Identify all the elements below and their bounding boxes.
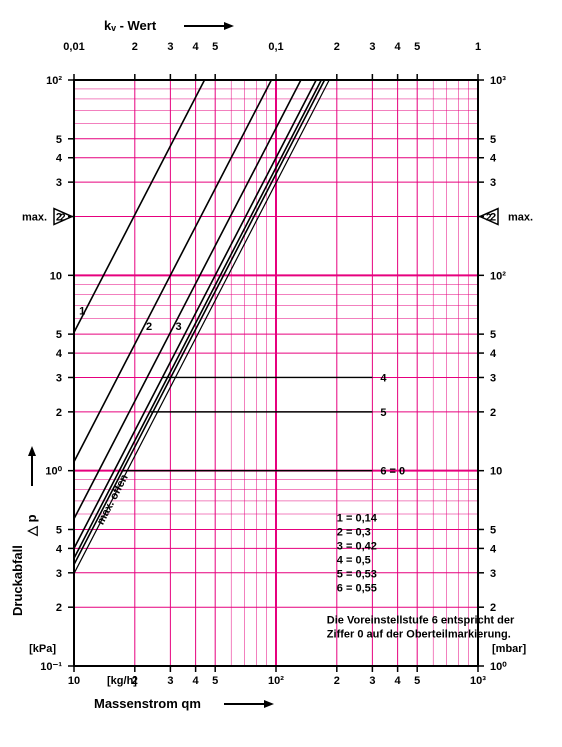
svg-text:3: 3 (490, 372, 496, 384)
svg-text:max.: max. (22, 212, 47, 224)
svg-text:2 = 0,3: 2 = 0,3 (337, 526, 371, 538)
svg-text:2: 2 (334, 675, 340, 687)
svg-text:[kg/h]: [kg/h] (107, 675, 137, 687)
svg-text:2: 2 (56, 602, 62, 614)
svg-text:3: 3 (56, 372, 62, 384)
svg-text:3: 3 (369, 41, 375, 53)
svg-text:5: 5 (56, 524, 62, 536)
svg-text:Druckabfall: Druckabfall (10, 545, 25, 616)
svg-text:0,1: 0,1 (268, 41, 283, 53)
svg-text:4: 4 (193, 675, 200, 687)
svg-text:4: 4 (193, 41, 200, 53)
svg-text:10⁰: 10⁰ (45, 466, 62, 478)
svg-text:3: 3 (490, 177, 496, 189)
svg-text:2: 2 (60, 213, 66, 224)
svg-text:Massenstrom qm: Massenstrom qm (94, 696, 201, 711)
svg-text:3 = 0,42: 3 = 0,42 (337, 540, 377, 552)
svg-text:10: 10 (50, 270, 62, 282)
svg-text:4: 4 (56, 153, 63, 165)
svg-text:Ziffer 0 auf der Oberteilmarki: Ziffer 0 auf der Oberteilmarkierung. (327, 628, 511, 640)
svg-text:3: 3 (167, 41, 173, 53)
svg-text:[kPa]: [kPa] (29, 643, 56, 655)
svg-text:5: 5 (490, 524, 496, 536)
svg-text:4: 4 (380, 372, 387, 384)
svg-text:3: 3 (490, 568, 496, 580)
svg-text:1 = 0,14: 1 = 0,14 (337, 512, 378, 524)
svg-text:△ p: △ p (24, 514, 39, 537)
svg-text:4: 4 (56, 348, 63, 360)
svg-text:5: 5 (490, 134, 496, 146)
svg-text:5: 5 (56, 329, 62, 341)
svg-text:10: 10 (68, 675, 80, 687)
svg-text:10⁰: 10⁰ (490, 661, 507, 673)
svg-text:10²: 10² (268, 675, 284, 687)
svg-text:4: 4 (395, 675, 402, 687)
svg-text:3: 3 (167, 675, 173, 687)
svg-text:10⁻¹: 10⁻¹ (40, 661, 62, 673)
svg-text:3: 3 (175, 321, 181, 333)
svg-text:2: 2 (56, 407, 62, 419)
svg-text:5: 5 (414, 675, 420, 687)
svg-text:6 = 0: 6 = 0 (380, 466, 405, 478)
svg-text:kᵥ - Wert: kᵥ - Wert (104, 18, 157, 33)
svg-text:10²: 10² (46, 75, 62, 87)
svg-text:10: 10 (490, 466, 502, 478)
chart-svg: 1010²10³234523450,010,112345234510⁻¹10⁰1… (0, 0, 562, 747)
svg-text:1: 1 (475, 41, 481, 53)
svg-text:max.: max. (508, 212, 533, 224)
svg-text:5: 5 (380, 407, 386, 419)
svg-text:5: 5 (56, 134, 62, 146)
svg-text:4: 4 (56, 543, 63, 555)
svg-text:4: 4 (490, 153, 497, 165)
svg-text:2: 2 (490, 602, 496, 614)
svg-text:2: 2 (146, 321, 152, 333)
svg-text:6 = 0,55: 6 = 0,55 (337, 582, 377, 594)
svg-text:2: 2 (334, 41, 340, 53)
svg-text:4: 4 (395, 41, 402, 53)
svg-text:5 = 0,53: 5 = 0,53 (337, 568, 377, 580)
svg-text:10²: 10² (490, 270, 506, 282)
svg-text:5: 5 (490, 329, 496, 341)
svg-text:2: 2 (486, 213, 492, 224)
svg-text:Die Voreinstellstufe 6 entspri: Die Voreinstellstufe 6 entspricht der (327, 614, 515, 626)
svg-text:10³: 10³ (490, 75, 506, 87)
svg-text:4: 4 (490, 348, 497, 360)
svg-text:5: 5 (212, 675, 218, 687)
svg-text:3: 3 (56, 177, 62, 189)
svg-text:3: 3 (369, 675, 375, 687)
svg-text:[mbar]: [mbar] (492, 643, 527, 655)
svg-text:2: 2 (132, 41, 138, 53)
svg-text:3: 3 (56, 568, 62, 580)
svg-text:4: 4 (490, 543, 497, 555)
svg-text:5: 5 (414, 41, 420, 53)
svg-text:1: 1 (79, 306, 85, 318)
svg-text:4 = 0,5: 4 = 0,5 (337, 554, 371, 566)
svg-text:10³: 10³ (470, 675, 486, 687)
chart-root: 1010²10³234523450,010,112345234510⁻¹10⁰1… (0, 0, 562, 747)
svg-text:5: 5 (212, 41, 218, 53)
svg-text:0,01: 0,01 (63, 41, 84, 53)
svg-text:2: 2 (490, 407, 496, 419)
